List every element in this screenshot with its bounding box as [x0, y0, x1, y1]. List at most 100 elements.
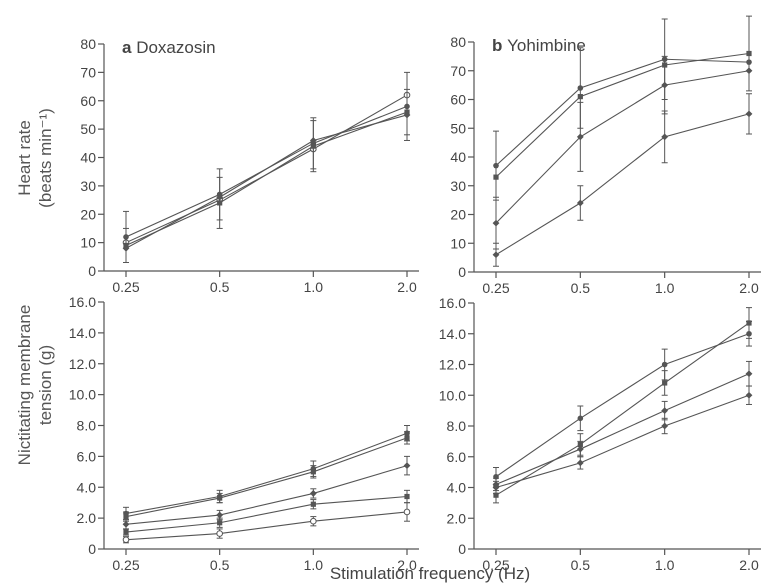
series-line	[495, 394, 750, 489]
panel-letter: b	[492, 36, 507, 55]
x-tick-label: 0.5	[210, 557, 230, 573]
data-point	[492, 251, 500, 259]
y-tick-label: 2.0	[447, 510, 467, 526]
y-tick-label: 20	[450, 207, 466, 223]
y-tick-label: 14.0	[69, 325, 96, 341]
data-point	[122, 244, 130, 252]
data-point	[576, 133, 584, 141]
y-tick-label: 10.0	[69, 387, 96, 403]
y-tick-label: 30	[450, 178, 466, 194]
y-tick-label: 10	[80, 235, 96, 251]
data-point	[745, 370, 753, 378]
y-tick-label: 70	[450, 63, 466, 79]
x-tick-label: 0.25	[112, 279, 139, 295]
x-tick-label: 0.25	[482, 557, 509, 573]
data-point	[576, 445, 584, 453]
data-point	[662, 380, 668, 386]
data-point	[403, 111, 411, 119]
data-point	[217, 520, 223, 526]
y-tick-label: 0	[88, 263, 96, 279]
y-tick-label: 70	[80, 64, 96, 80]
data-point	[404, 493, 410, 500]
data-point	[577, 94, 583, 100]
data-point	[403, 508, 411, 516]
data-point	[661, 422, 669, 430]
data-point	[310, 517, 317, 525]
data-point	[403, 462, 411, 470]
data-point	[493, 174, 499, 180]
series-line	[125, 111, 408, 246]
series-line	[125, 465, 408, 525]
data-point	[746, 320, 752, 326]
data-point	[577, 85, 584, 91]
data-point	[576, 199, 584, 207]
x-tick-label: 0.5	[571, 280, 591, 296]
x-tick-label: 2.0	[739, 280, 759, 296]
x-tick-label: 2.0	[397, 557, 417, 573]
y-tick-label: 40	[80, 150, 96, 166]
y-tick-label: 8.0	[447, 418, 467, 434]
data-point	[404, 435, 410, 441]
series-line	[495, 70, 750, 224]
x-tick-label: 1.0	[655, 557, 675, 573]
y-tick-label: 12.0	[69, 356, 96, 372]
chart-panel-doxazosin-nm-tension: 0 2.0 4.0 6.0 8.0 10.0 12.0 14.0 16.0 0.25 0.5 1.0 2…	[69, 294, 419, 573]
series-line	[495, 373, 750, 485]
y-tick-label: 80	[80, 36, 96, 52]
y-tick-label: 80	[450, 34, 466, 50]
data-point	[310, 501, 316, 507]
chart-panel-doxazosin-heart-rate: 0 10 20 30 40 50 60 70 80 0.25 0.5 1.0 2.0 a Doxazosi…	[80, 36, 419, 295]
data-point	[122, 520, 130, 528]
data-point	[493, 162, 499, 169]
x-tick-label: 0.5	[571, 557, 591, 573]
data-point	[661, 407, 669, 415]
data-point	[217, 495, 223, 501]
y-tick-label: 0	[458, 541, 466, 557]
x-tick-label: 0.5	[210, 279, 230, 295]
y-tick-label: 12.0	[439, 357, 466, 373]
panel-title: a Doxazosin	[122, 38, 216, 57]
y-tick-label: 6.0	[77, 448, 97, 464]
data-point	[661, 361, 668, 368]
data-point	[492, 484, 500, 491]
series-line	[495, 333, 750, 478]
chart-panel-yohimbine-heart-rate: 0 10 20 30 40 50 60 70 80 0.25 0.5 1.0 2.0 b Yohimbin…	[450, 15, 761, 296]
series-line	[125, 511, 408, 541]
x-tick-label: 0.25	[112, 557, 139, 573]
data-point	[217, 200, 223, 206]
data-point	[216, 530, 223, 537]
x-tick-label: 2.0	[739, 557, 759, 573]
data-point	[309, 137, 317, 144]
chart-panels: 0 10 20 30 40 50 60 70 80 0.25 0.5 1.0 2.0 a Doxazosi…	[69, 15, 761, 573]
y-axis-label-heart-rate-line1: Heart rate	[15, 120, 34, 196]
data-point	[216, 193, 224, 201]
data-point	[661, 133, 669, 141]
data-point	[492, 219, 500, 227]
y-axis-label-heart-rate-line2: (beats min⁻¹)	[36, 108, 55, 208]
series-line	[495, 52, 750, 178]
y-tick-label: 40	[450, 149, 466, 165]
series-line	[125, 495, 408, 533]
panel-title-text: Doxazosin	[136, 38, 215, 57]
data-point	[216, 511, 224, 519]
data-point	[745, 391, 753, 399]
y-tick-label: 50	[80, 121, 96, 137]
x-tick-label: 2.0	[397, 279, 417, 295]
y-tick-label: 20	[80, 206, 96, 222]
y-tick-label: 16.0	[439, 295, 466, 311]
chart-panel-yohimbine-nm-tension: 0 2.0 4.0 6.0 8.0 10.0 12.0 14.0 16.0 0.25 0.5 1.0 2…	[439, 295, 761, 573]
y-tick-label: 4.0	[447, 480, 467, 496]
y-tick-label: 10.0	[439, 387, 466, 403]
x-tick-label: 0.25	[482, 280, 509, 296]
panel-title-text: Yohimbine	[507, 36, 586, 55]
y-tick-label: 2.0	[77, 510, 97, 526]
data-point	[576, 459, 584, 467]
data-point	[746, 50, 752, 57]
panel-title: b Yohimbine	[492, 36, 586, 55]
data-point	[745, 110, 753, 118]
x-tick-label: 1.0	[304, 279, 324, 295]
y-axis-label-tension-line1: Nictitating membrane	[15, 305, 34, 466]
series-line	[125, 114, 408, 249]
data-point	[309, 490, 317, 497]
